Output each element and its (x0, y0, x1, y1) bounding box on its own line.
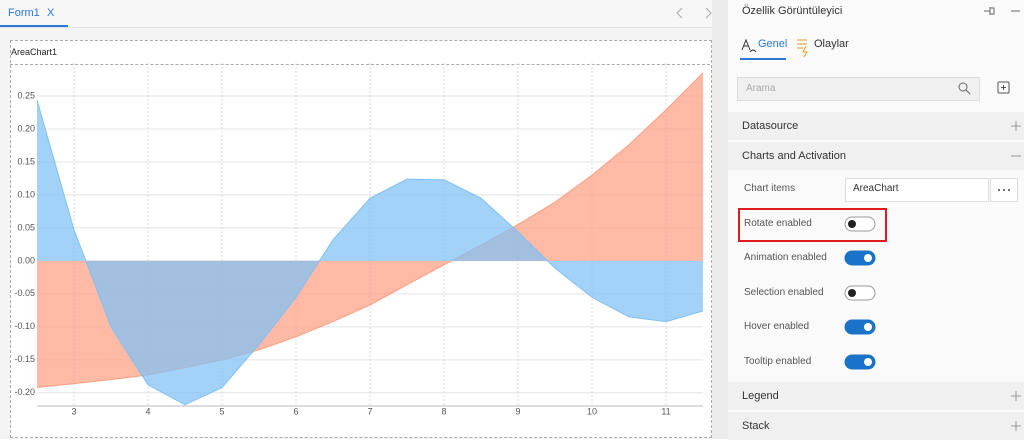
expand-icon[interactable] (1011, 421, 1021, 431)
toggle[interactable] (844, 319, 876, 335)
x-tick-label: 7 (367, 406, 372, 416)
expand-icon[interactable] (1011, 391, 1021, 401)
toggle[interactable] (844, 216, 876, 232)
section-title: Stack (742, 420, 770, 432)
property-label: Animation enabled (744, 252, 827, 263)
section-header[interactable] (728, 112, 1024, 140)
icon-stroke (1011, 121, 1021, 131)
arrow-left[interactable] (676, 7, 683, 19)
dot (1003, 189, 1005, 191)
ellipsis-icon (998, 189, 1010, 191)
icon-stroke (1011, 391, 1021, 401)
property-panel (728, 0, 1024, 439)
toggle-knob[interactable] (864, 254, 872, 262)
olaylar-icon (797, 39, 808, 58)
tab-bar (0, 0, 726, 28)
toggle[interactable] (844, 354, 876, 370)
tab-underline (0, 25, 68, 27)
toggle[interactable] (844, 285, 876, 301)
section-header[interactable] (728, 382, 1024, 410)
chart: -0.20 -0.15 -0.10 -0.05 0.00 0.05 0.10 0.15 0.20… (14, 63, 704, 416)
x-tick-label: 10 (587, 406, 597, 416)
area-edge (36, 99, 704, 406)
collapse-icon[interactable] (1011, 151, 1021, 161)
property-label: Rotate enabled (744, 217, 812, 229)
genel-icon (741, 38, 757, 53)
panel-tab[interactable]: Olaylar (814, 38, 849, 50)
section-title: Datasource (742, 120, 799, 132)
toggle-knob[interactable] (864, 323, 872, 331)
arrow-right[interactable] (705, 7, 712, 19)
y-tick-label: -0.10 (14, 321, 35, 331)
y-tick-label: 0.05 (17, 222, 35, 232)
value-box[interactable] (845, 178, 989, 202)
add-button[interactable] (996, 80, 1012, 96)
highlight-box (738, 207, 887, 242)
toggle-knob[interactable] (864, 357, 872, 366)
y-tick-label: -0.15 (14, 354, 35, 364)
x-tick-label: 11 (661, 406, 670, 416)
x-tick-label: 5 (219, 406, 224, 416)
x-tick-label: 9 (515, 406, 520, 416)
property-label: Selection enabled (744, 286, 824, 298)
property-value: AreaChart (853, 183, 899, 194)
tab-close[interactable]: X (47, 7, 55, 19)
component-label: AreaChart1 (11, 47, 58, 57)
splitter (712, 0, 728, 439)
panel-title: Özellik Görüntüleyici (742, 5, 843, 17)
chart-header-line (10, 64, 710, 65)
y-tick-label: 0.00 (17, 255, 35, 265)
y-tick-label: 0.10 (17, 189, 35, 199)
dot (998, 189, 1000, 191)
y-tick-label: -0.05 (14, 288, 35, 298)
section-header[interactable] (728, 142, 1024, 170)
section-header[interactable] (728, 412, 1024, 440)
tab-underline (740, 58, 786, 60)
toggle-knob[interactable] (848, 219, 856, 228)
search-icon (958, 82, 971, 95)
panel-tabs (740, 38, 808, 60)
y-tick-label: 0.20 (17, 123, 35, 133)
pin-icon[interactable] (984, 7, 995, 15)
property-label: Hover enabled (744, 321, 810, 332)
x-tick-label: 4 (145, 406, 150, 416)
section-title: Charts and Activation (742, 150, 846, 162)
toggle[interactable] (844, 250, 876, 266)
toggle-knob[interactable] (848, 288, 856, 297)
search-box[interactable] (737, 77, 980, 101)
area-fill (37, 99, 703, 405)
property-label: Tooltip enabled (744, 355, 812, 367)
dot (1008, 189, 1010, 191)
section-title: Legend (742, 390, 779, 402)
panel-controls[interactable] (980, 4, 1024, 18)
icon-stroke (1011, 421, 1021, 431)
y-tick-label: 0.15 (17, 156, 35, 166)
property-label: Chart items (744, 183, 796, 194)
y-tick-label: 0.25 (17, 90, 35, 100)
search-placeholder: Arama (746, 83, 776, 94)
x-tick-label: 6 (293, 406, 298, 416)
y-tick-label: -0.20 (14, 387, 35, 397)
x-tick-label: 8 (441, 406, 446, 416)
nav-arrows[interactable] (672, 5, 718, 21)
x-tick-label: 3 (71, 406, 76, 416)
expand-icon[interactable] (1011, 121, 1021, 131)
tab-label[interactable]: Form1 (8, 7, 40, 19)
panel-tab[interactable]: Genel (758, 38, 788, 50)
